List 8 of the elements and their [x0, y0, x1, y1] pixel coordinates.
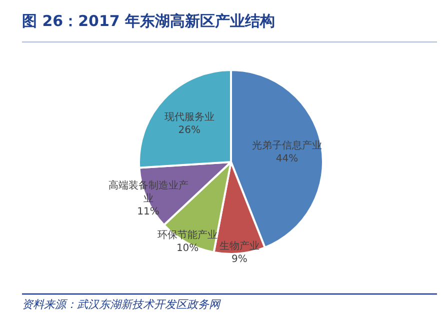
data-label: 26% [178, 124, 201, 136]
data-label: 10% [176, 243, 199, 254]
text: 资料来源：武汉东湖新技术开发区政务网 [22, 298, 221, 311]
data-label: 44% [276, 153, 298, 164]
chart-title: 图 26：2017 年东湖高新区产业结构 [22, 12, 276, 30]
slice-label: 现代服务业 [164, 110, 214, 123]
data-label: 9% [232, 254, 248, 265]
slice-label: 生物产业 [219, 240, 260, 252]
